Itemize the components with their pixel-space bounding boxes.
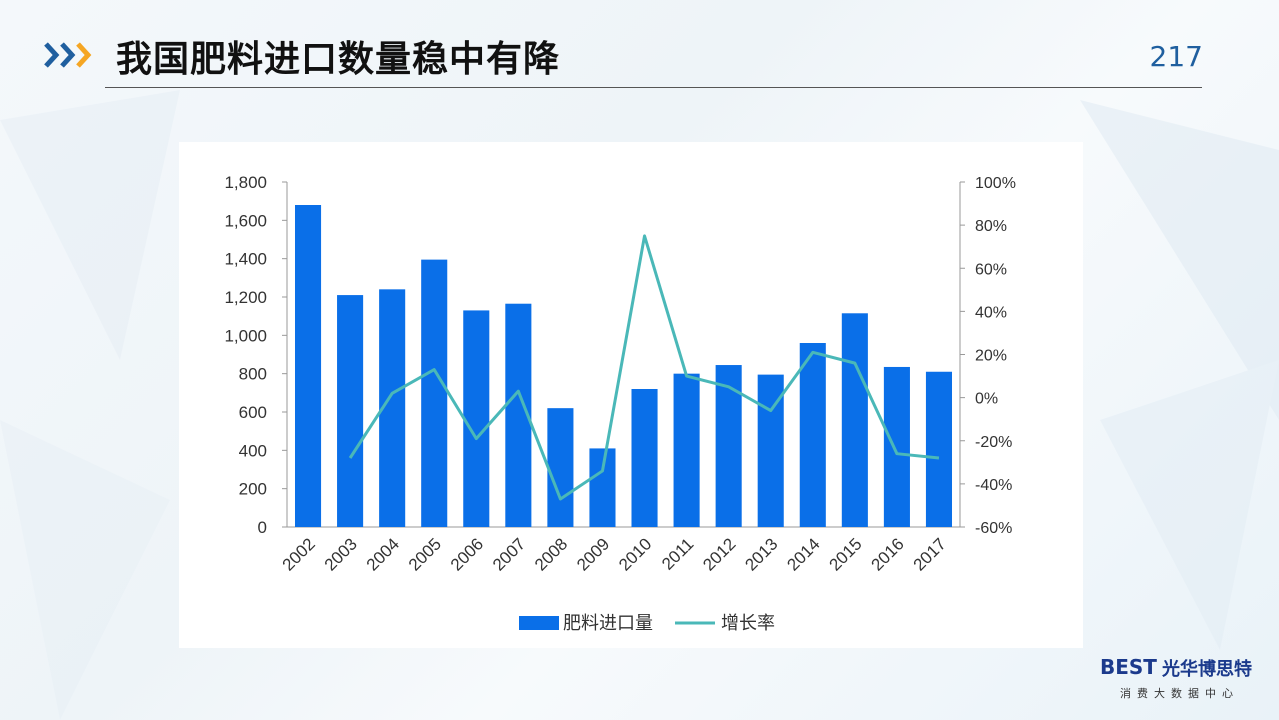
bar [799,343,826,527]
page-title: 我国肥料进口数量稳中有降 [116,39,561,80]
left-tick-label: 1,400 [224,250,267,269]
bar [883,366,910,527]
x-tick-label: 2013 [741,534,781,574]
left-tick-label: 1,600 [224,211,267,230]
left-tick-label: 1,000 [224,326,267,345]
x-tick-label: 2017 [910,534,950,574]
bar [547,408,574,527]
bar [294,205,322,527]
right-tick-label: 40% [975,304,1007,321]
x-tick-label: 2011 [658,534,697,573]
title-divider [105,87,1202,88]
right-tick-label: 100% [975,175,1016,192]
legend-label-bars: 肥料进口量 [563,613,653,633]
x-tick-label: 2014 [783,534,823,574]
left-tick-label: 200 [239,480,267,499]
bar [589,448,616,527]
x-tick-label: 2010 [615,534,655,574]
chart-panel: 0 200 400 600 800 1,000 1,200 1,400 1,600 1,800 -6… [179,142,1083,648]
growth-rate-line [348,234,940,501]
bar [715,365,742,527]
logo-subtitle: 消费大数据中心 [1120,687,1239,700]
left-tick-label: 400 [239,441,267,460]
right-tick-label: -20% [975,434,1012,451]
bar [463,310,490,527]
x-tick-label: 2003 [321,534,361,574]
bar [673,373,700,527]
logo-mark: BEST [1100,655,1157,679]
bar [337,295,364,527]
x-tick-label: 2004 [363,534,403,574]
bar [841,313,868,527]
left-tick-label: 0 [258,518,267,537]
left-tick-label: 1,200 [224,288,267,307]
legend-label-line: 增长率 [721,613,775,633]
x-tick-label: 2016 [868,534,908,574]
brand-logo: BEST 光华博思特 消费大数据中心 [1100,655,1265,705]
bar [631,389,658,527]
page-number: 217 [1149,40,1203,73]
x-tick-label: 2015 [825,534,865,574]
logo-name: 光华博思特 [1162,659,1252,680]
right-tick-label: 60% [975,261,1007,278]
left-tick-label: 1,800 [224,173,267,192]
x-tick-label: 2008 [531,534,571,574]
x-tick-label: 2009 [573,534,613,574]
left-tick-label: 600 [239,403,267,422]
right-tick-label: 80% [975,218,1007,235]
x-tick-label: 2006 [447,534,487,574]
x-tick-label: 2002 [279,534,319,574]
x-tick-label: 2012 [699,534,739,574]
left-tick-label: 800 [239,365,267,384]
chevrons-icon [44,42,92,68]
bar [421,259,448,527]
x-tick-label: 2005 [405,534,445,574]
legend-swatch-bars [519,616,559,630]
right-tick-label: 20% [975,348,1007,365]
x-tick-label: 2007 [489,534,529,574]
right-tick-label: 0% [975,391,998,408]
right-tick-label: -40% [975,477,1012,494]
right-tick-label: -60% [975,520,1012,537]
bar [925,371,953,527]
combo-chart: 0 200 400 600 800 1,000 1,200 1,400 1,600 1,800 -6… [224,173,1016,633]
